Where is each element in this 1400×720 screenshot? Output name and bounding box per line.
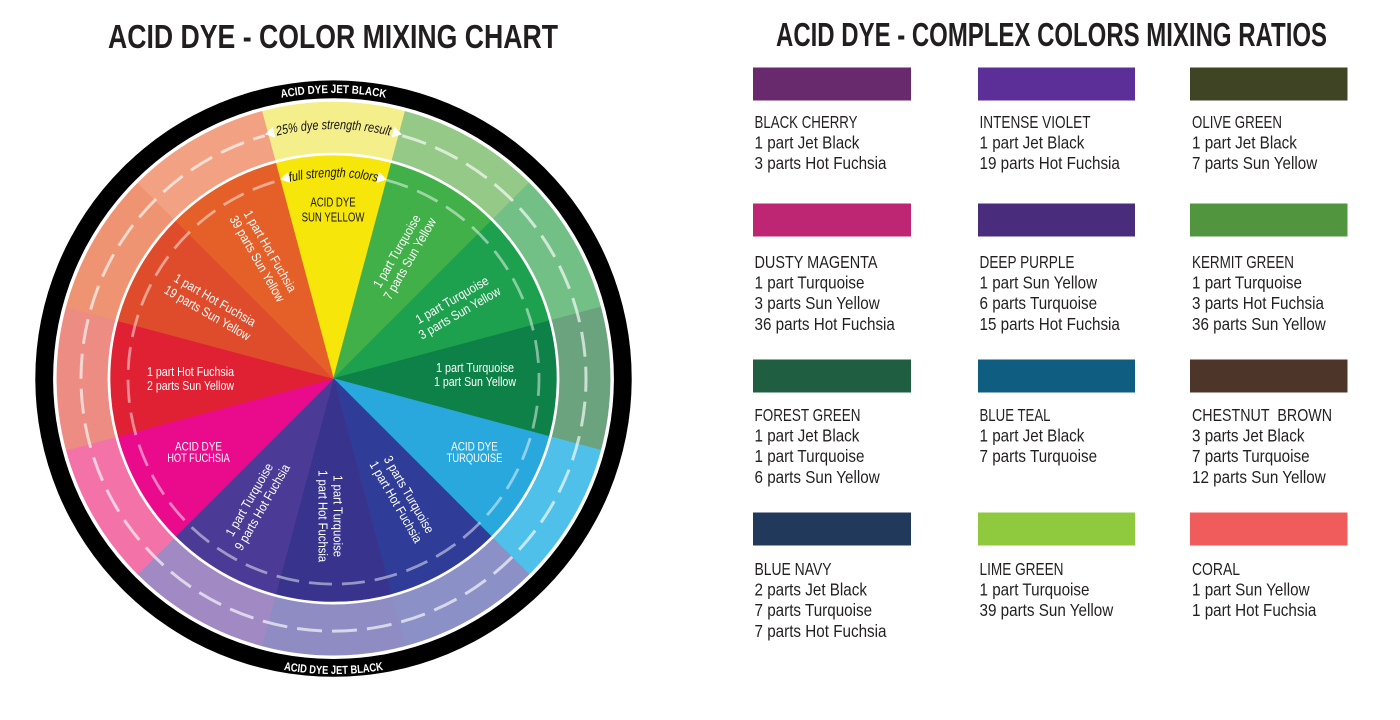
svg-text:2 parts Jet Black: 2 parts Jet Black	[755, 580, 868, 600]
svg-text:KERMIT GREEN: KERMIT GREEN	[1192, 252, 1294, 272]
svg-text:3 parts Sun Yellow: 3 parts Sun Yellow	[755, 293, 880, 313]
svg-text:1 part Turquoise: 1 part Turquoise	[331, 475, 346, 557]
svg-text:7 parts Turquoise: 7 parts Turquoise	[980, 446, 1098, 466]
svg-text:1 part Turquoise: 1 part Turquoise	[755, 273, 865, 293]
svg-text:25% dye strength result: 25% dye strength result	[274, 117, 394, 139]
svg-text:LIME GREEN: LIME GREEN	[980, 559, 1064, 579]
svg-text:15 parts Hot Fuchsia: 15 parts Hot Fuchsia	[980, 314, 1121, 334]
svg-text:2 parts Sun Yellow: 2 parts Sun Yellow	[147, 378, 235, 393]
svg-text:1 part Jet Black: 1 part Jet Black	[1192, 133, 1297, 153]
svg-text:SUN YELLOW: SUN YELLOW	[302, 210, 365, 224]
svg-text:6 parts Sun Yellow: 6 parts Sun Yellow	[755, 467, 880, 487]
svg-text:BLUE TEAL: BLUE TEAL	[980, 405, 1051, 425]
svg-text:ACID DYE: ACID DYE	[175, 439, 222, 453]
svg-text:1 part Turquoise: 1 part Turquoise	[436, 360, 514, 375]
svg-text:1 part Jet Black: 1 part Jet Black	[980, 426, 1085, 446]
svg-text:OLIVE GREEN: OLIVE GREEN	[1192, 112, 1282, 132]
svg-text:7 parts Hot Fuchsia: 7 parts Hot Fuchsia	[755, 621, 887, 641]
svg-text:ACID DYE: ACID DYE	[451, 439, 498, 453]
svg-text:INTENSE VIOLET: INTENSE VIOLET	[980, 112, 1091, 132]
svg-text:1 part Sun Yellow: 1 part Sun Yellow	[434, 374, 517, 389]
svg-text:36 parts Hot Fuchsia: 36 parts Hot Fuchsia	[755, 314, 896, 334]
svg-text:1 part Hot Fuchsia: 1 part Hot Fuchsia	[316, 470, 331, 563]
svg-text:CORAL: CORAL	[1192, 559, 1240, 579]
svg-text:BLUE NAVY: BLUE NAVY	[755, 559, 832, 579]
svg-text:1 part Jet Black: 1 part Jet Black	[755, 426, 860, 446]
svg-text:7 parts Turquoise: 7 parts Turquoise	[1192, 446, 1310, 466]
svg-text:CHESTNUT BROWN: CHESTNUT BROWN	[1192, 405, 1332, 425]
svg-text:1 part Sun Yellow: 1 part Sun Yellow	[1192, 580, 1310, 600]
svg-text:DEEP PURPLE: DEEP PURPLE	[980, 252, 1075, 272]
svg-text:36 parts Sun Yellow: 36 parts Sun Yellow	[1192, 314, 1326, 334]
svg-text:TURQUOISE: TURQUOISE	[447, 451, 503, 465]
svg-text:19 parts Hot Fuchsia: 19 parts Hot Fuchsia	[980, 153, 1121, 173]
svg-text:BLACK CHERRY: BLACK CHERRY	[755, 112, 858, 132]
svg-text:ACID DYE: ACID DYE	[310, 195, 355, 209]
svg-text:1 part Jet Black: 1 part Jet Black	[755, 133, 860, 153]
svg-text:1 part Turquoise: 1 part Turquoise	[980, 580, 1090, 600]
svg-text:1 part Turquoise: 1 part Turquoise	[1192, 273, 1302, 293]
svg-text:DUSTY MAGENTA: DUSTY MAGENTA	[755, 252, 878, 272]
svg-text:full strength colors: full strength colors	[287, 165, 380, 185]
svg-text:ACID DYE JET BLACK: ACID DYE JET BLACK	[280, 83, 388, 101]
svg-text:7 parts Sun Yellow: 7 parts Sun Yellow	[1192, 153, 1317, 173]
svg-text:3 parts Hot Fuchsia: 3 parts Hot Fuchsia	[755, 153, 887, 173]
svg-text:ACID DYE JET BLACK: ACID DYE JET BLACK	[283, 660, 384, 677]
svg-text:HOT FUCHSIA: HOT FUCHSIA	[167, 451, 230, 465]
svg-text:12 parts Sun Yellow: 12 parts Sun Yellow	[1192, 467, 1326, 487]
svg-text:3 parts Hot Fuchsia: 3 parts Hot Fuchsia	[1192, 293, 1324, 313]
svg-text:3 parts Jet Black: 3 parts Jet Black	[1192, 426, 1305, 446]
svg-text:1 part Turquoise: 1 part Turquoise	[755, 446, 865, 466]
svg-text:7 parts Turquoise: 7 parts Turquoise	[755, 600, 873, 620]
svg-text:1 part Sun Yellow: 1 part Sun Yellow	[980, 273, 1098, 293]
svg-text:6 parts Turquoise: 6 parts Turquoise	[980, 293, 1098, 313]
svg-text:FOREST GREEN: FOREST GREEN	[755, 405, 861, 425]
svg-text:1 part Hot Fuchsia: 1 part Hot Fuchsia	[1192, 600, 1316, 620]
svg-text:1 part Jet Black: 1 part Jet Black	[980, 133, 1085, 153]
svg-text:ACID DYE - COMPLEX COLORS MIXI: ACID DYE - COMPLEX COLORS MIXING RATIOS	[776, 16, 1327, 53]
svg-text:ACID DYE - COLOR MIXING CHART: ACID DYE - COLOR MIXING CHART	[108, 18, 558, 55]
svg-text:1 part Hot Fuchsia: 1 part Hot Fuchsia	[147, 364, 235, 379]
svg-text:39 parts Sun Yellow: 39 parts Sun Yellow	[980, 600, 1114, 620]
